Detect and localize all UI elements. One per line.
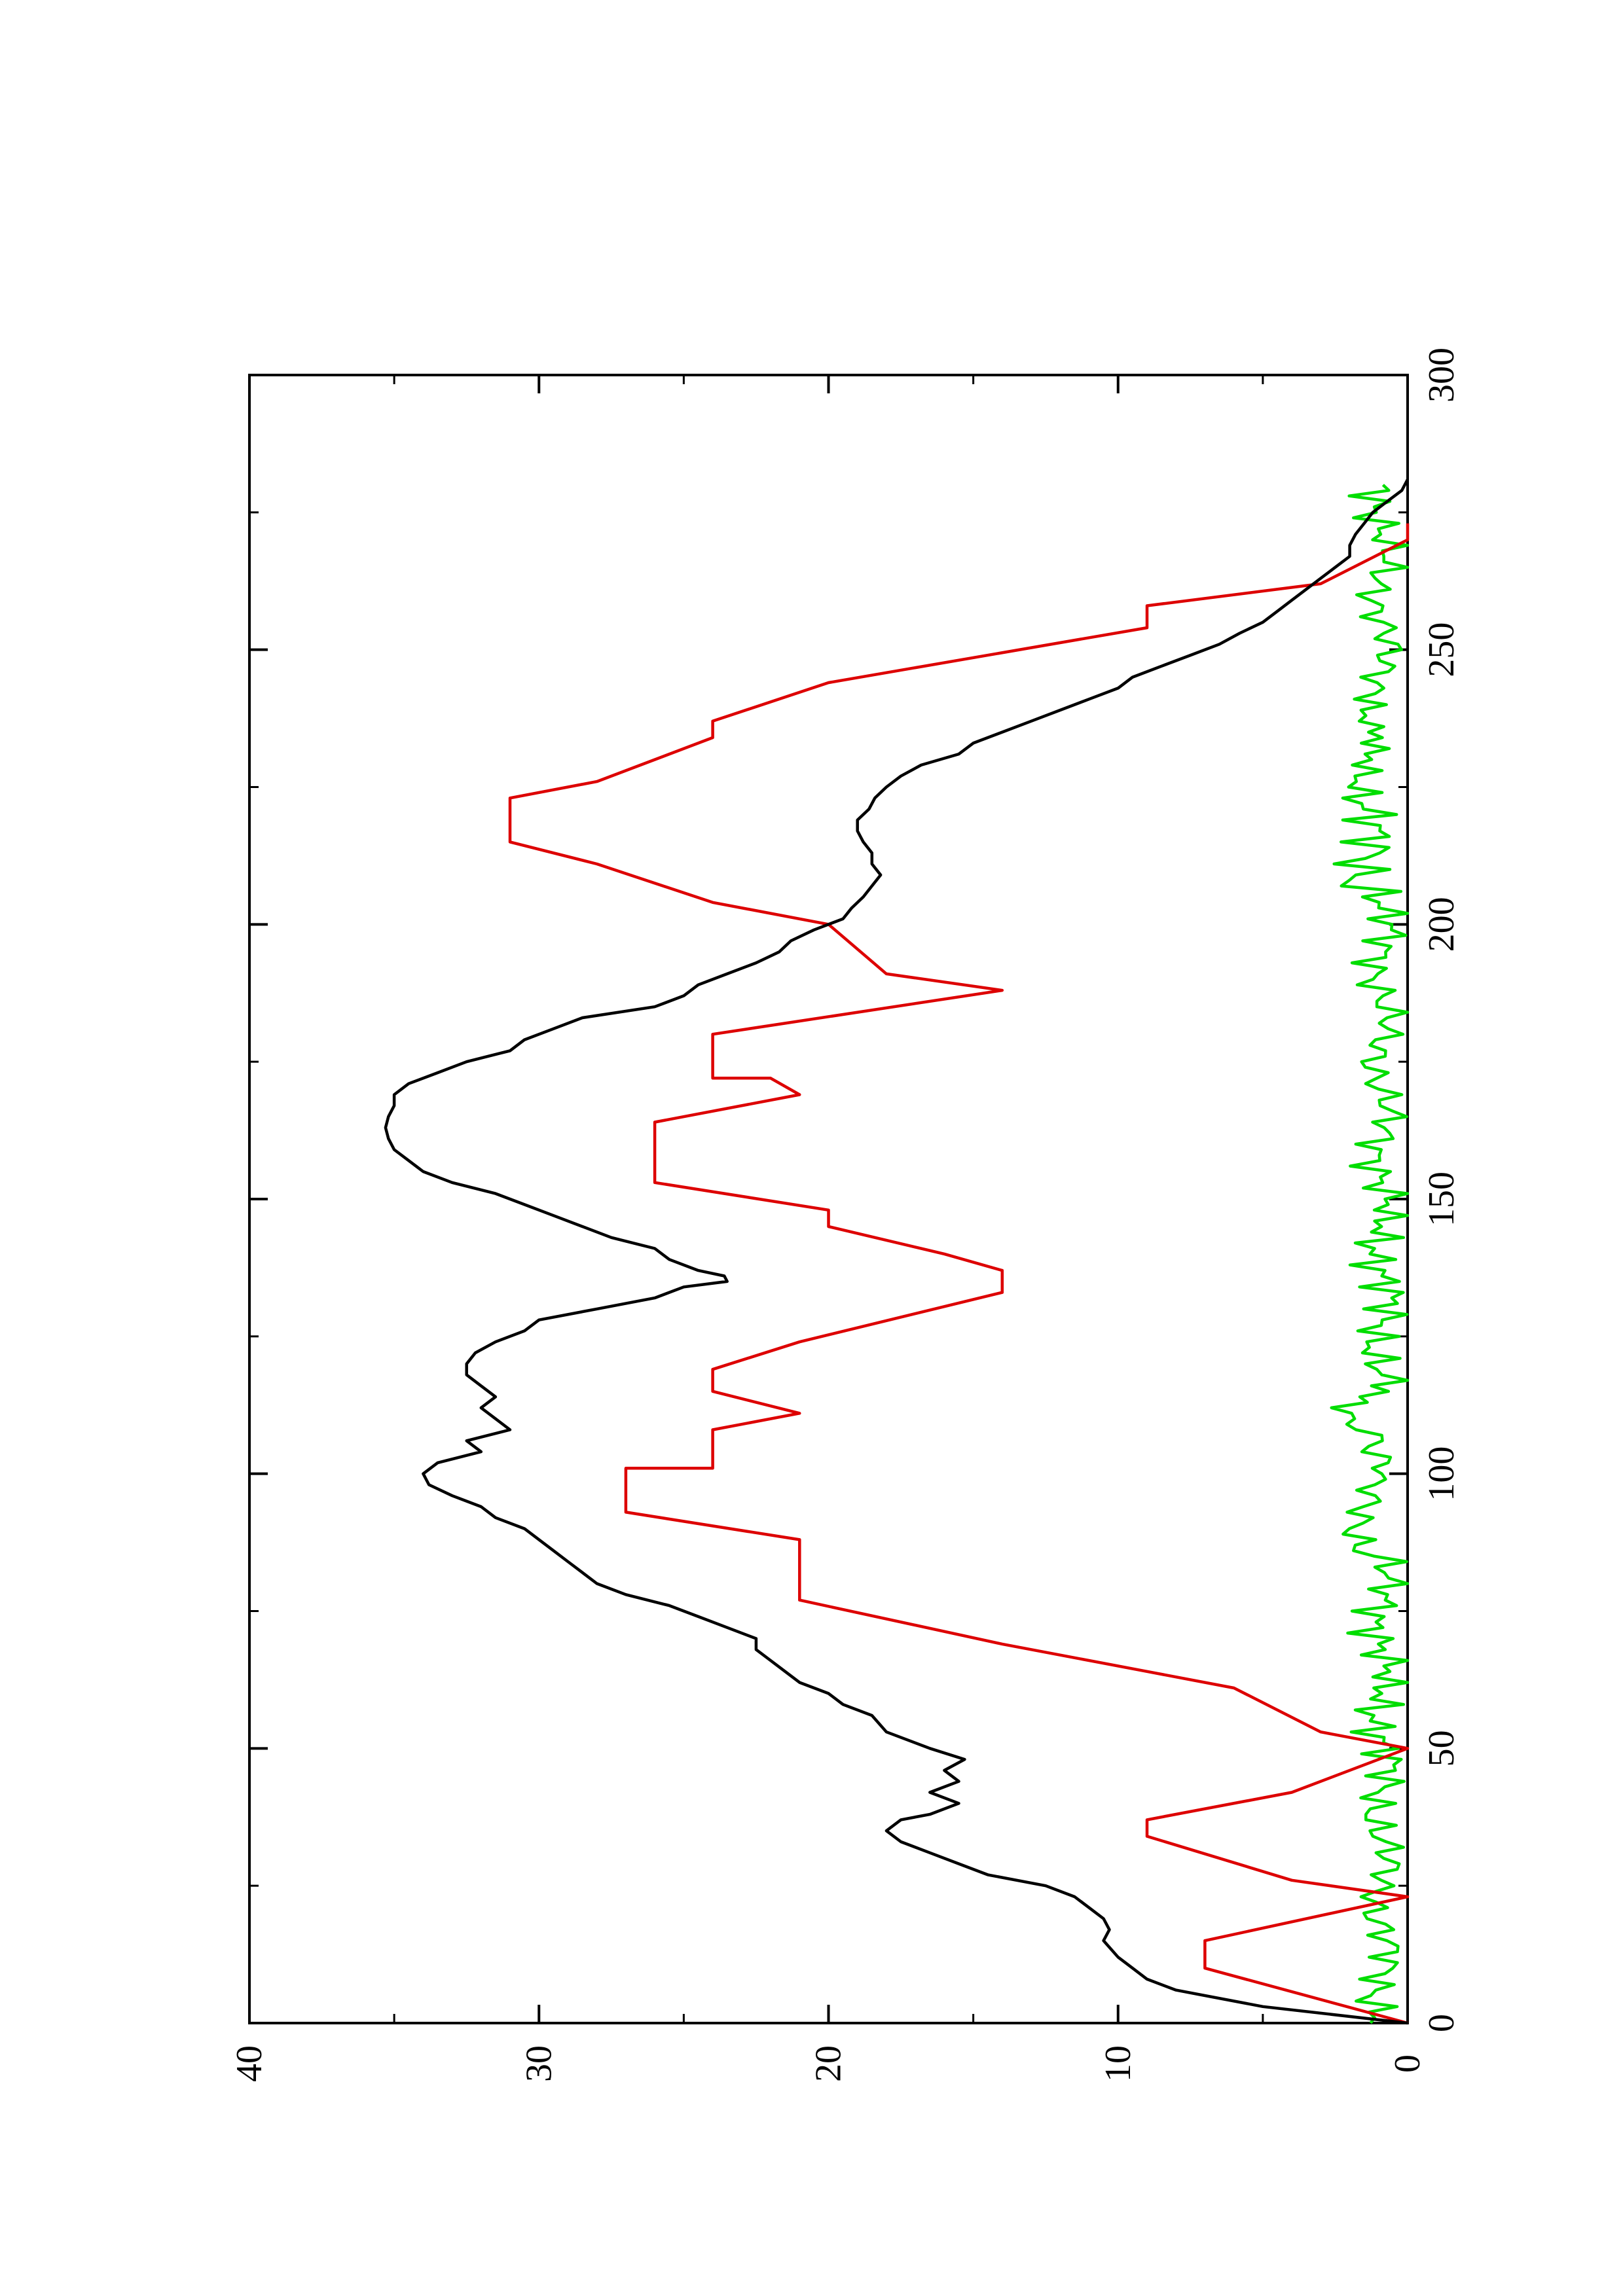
red-series-line (508, 523, 1410, 2025)
black-series-line (384, 478, 1409, 2025)
y-tick-label: 40 (229, 2045, 270, 2082)
y-tick-label: 10 (1098, 2045, 1139, 2082)
x-tick-label: 300 (1421, 348, 1462, 403)
y-tick-label: 30 (519, 2045, 559, 2082)
series-layer (384, 478, 1410, 2025)
plot-frame (248, 374, 1409, 2024)
x-tick-label: 250 (1421, 622, 1462, 677)
ticks-layer (248, 374, 1409, 2024)
x-tick-label: 200 (1421, 897, 1462, 952)
y-tick-label: 20 (809, 2045, 849, 2082)
tick-labels-layer: 0 50 100 150 200 250 300 0 10 20 30 40 (229, 348, 1462, 2082)
x-tick-label: 50 (1421, 1730, 1462, 1767)
y-tick-label: 0 (1387, 2054, 1428, 2073)
x-tick-label: 100 (1421, 1446, 1462, 1501)
x-tick-label: 0 (1421, 2014, 1462, 2032)
x-tick-label: 150 (1421, 1172, 1462, 1227)
green-series-line (1330, 484, 1410, 2024)
